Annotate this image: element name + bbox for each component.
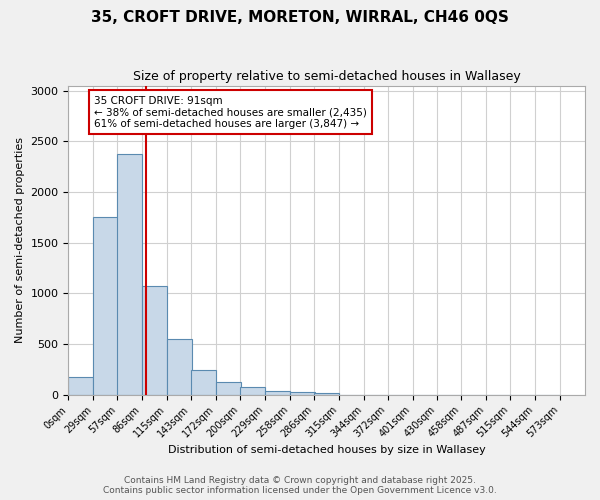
Title: Size of property relative to semi-detached houses in Wallasey: Size of property relative to semi-detach… — [133, 70, 521, 83]
Text: 35, CROFT DRIVE, MORETON, WIRRAL, CH46 0QS: 35, CROFT DRIVE, MORETON, WIRRAL, CH46 0… — [91, 10, 509, 25]
Bar — [290, 392, 314, 395]
Text: Contains HM Land Registry data © Crown copyright and database right 2025.
Contai: Contains HM Land Registry data © Crown c… — [103, 476, 497, 495]
Bar — [68, 377, 93, 395]
X-axis label: Distribution of semi-detached houses by size in Wallasey: Distribution of semi-detached houses by … — [168, 445, 485, 455]
Bar — [314, 394, 339, 395]
Bar — [142, 286, 167, 395]
Bar — [167, 339, 192, 395]
Bar — [216, 382, 241, 395]
Bar — [93, 218, 118, 395]
Bar — [265, 391, 290, 395]
Text: 35 CROFT DRIVE: 91sqm
← 38% of semi-detached houses are smaller (2,435)
61% of s: 35 CROFT DRIVE: 91sqm ← 38% of semi-deta… — [94, 96, 367, 129]
Bar — [240, 387, 265, 395]
Bar — [191, 370, 216, 395]
Y-axis label: Number of semi-detached properties: Number of semi-detached properties — [15, 137, 25, 343]
Bar — [118, 154, 142, 395]
